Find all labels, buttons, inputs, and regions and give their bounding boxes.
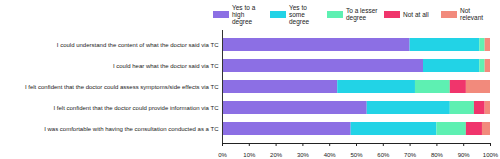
html-text:Yes to some degree: Yes to some degree xyxy=(289,3,310,25)
svg-text:100%: 100% xyxy=(483,152,499,158)
svg-text:I could understand the content: I could understand the content of what t… xyxy=(57,42,219,48)
svg-text:50%: 50% xyxy=(350,152,363,158)
svg-text:I felt confident that the doct: I felt confident that the doctor could a… xyxy=(25,84,219,90)
svg-text:80%: 80% xyxy=(431,152,444,158)
svg-text:70%: 70% xyxy=(404,152,417,158)
html-text:Not relevant: Not relevant xyxy=(460,7,484,21)
svg-text:I felt confident that the doct: I felt confident that the doctor could p… xyxy=(54,105,220,111)
svg-text:0%: 0% xyxy=(218,152,227,158)
html-text:To a lesser degree: To a lesser degree xyxy=(346,7,378,21)
html-text:Not at all: Not at all xyxy=(403,10,429,18)
svg-text:30%: 30% xyxy=(297,152,310,158)
svg-text:I could hear what the doctor s: I could hear what the doctor said via TC xyxy=(113,63,219,69)
svg-text:10%: 10% xyxy=(243,152,256,158)
html-text:Yes to a high degree: Yes to a high degree xyxy=(232,3,256,25)
svg-text:60%: 60% xyxy=(377,152,390,158)
svg-text:40%: 40% xyxy=(324,152,337,158)
svg-text:20%: 20% xyxy=(270,152,283,158)
svg-text:90%: 90% xyxy=(458,152,471,158)
svg-text:I was comfortable with having: I was comfortable with having the consul… xyxy=(44,126,219,132)
